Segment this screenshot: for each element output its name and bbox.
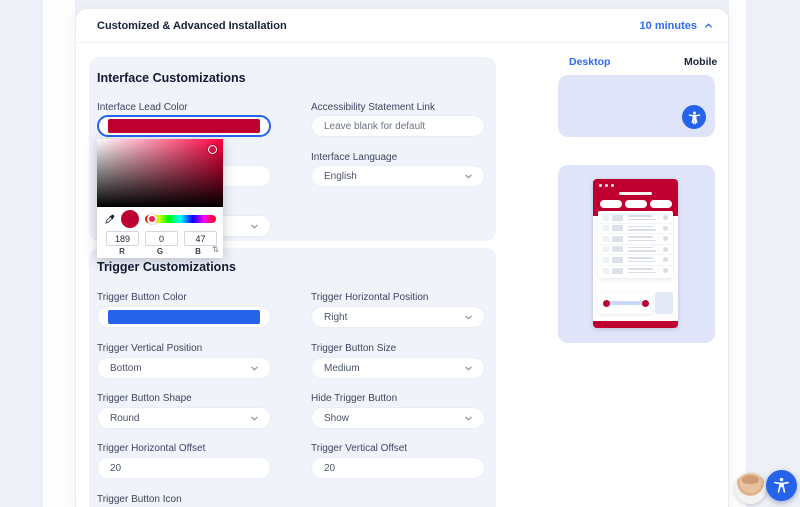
accessibility-icon [774,477,789,493]
hide-trigger-button-select[interactable]: Show [311,407,485,429]
trigger-button-shape-label: Trigger Button Shape [97,393,192,404]
trigger-color-swatch [108,310,260,324]
saturation-handle[interactable] [208,145,217,154]
trigger-vertical-position-label: Trigger Vertical Position [97,343,203,354]
current-color-preview [121,210,139,228]
trigger-button-shape-select[interactable]: Round [97,407,271,429]
statement-link-field [311,115,485,137]
trigger-button-size-label: Trigger Button Size [311,343,397,354]
rgb-g-label: G [156,247,164,256]
interface-lead-color-input[interactable] [97,115,271,137]
trigger-button-color-label: Trigger Button Color [97,292,187,303]
eyedropper-icon[interactable] [104,214,115,225]
interface-language-value: English [324,170,357,182]
hide-trigger-button-label: Hide Trigger Button [311,393,398,404]
card-title: Customized & Advanced Installation [97,19,287,32]
trigger-vertical-offset-field [311,457,485,479]
section-title: Trigger Customizations [97,260,236,274]
mobile-preview [558,165,715,343]
chevron-down-icon [465,315,472,320]
rgb-b-label: B [195,247,201,256]
chevron-down-icon [251,224,258,229]
lead-color-swatch [108,119,260,133]
trigger-horizontal-offset-input[interactable] [110,462,258,474]
collapse-toggle[interactable]: 10 minutes [640,20,712,32]
page-gutter-right [729,0,746,507]
rgb-b-input[interactable] [184,231,217,246]
trigger-button-icon-label: Trigger Button Icon [97,494,182,505]
tab-mobile[interactable]: Mobile [684,56,718,68]
chevron-down-icon [251,366,258,371]
mockup-option-list [598,211,673,278]
card-header: Customized & Advanced Installation 10 mi… [76,9,728,43]
interface-language-label: Interface Language [311,152,398,163]
trigger-customizations-section: Trigger Customizations Trigger Button Co… [89,248,496,507]
rgb-r-label: R [119,247,125,256]
trigger-horizontal-position-select[interactable]: Right [311,306,485,328]
chevron-down-icon [465,366,472,371]
duration-label: 10 minutes [639,19,697,32]
trigger-button-size-select[interactable]: Medium [311,357,485,379]
hue-handle[interactable] [147,214,157,224]
mockup-buttons [600,200,672,208]
widget-mockup [593,179,678,328]
trigger-button-color-input[interactable] [97,306,271,328]
trigger-horizontal-offset-label: Trigger Horizontal Offset [97,443,206,454]
hue-slider[interactable] [145,214,216,224]
trigger-horizontal-offset-field [97,457,271,479]
chevron-down-icon [465,416,472,421]
chevron-down-icon [251,416,258,421]
mockup-footer [593,321,678,328]
preview-accessibility-button [682,105,706,129]
accessibility-widget-button[interactable] [766,470,797,501]
color-picker-popover: R G B ⇅ [97,139,223,258]
saturation-area[interactable] [97,139,223,207]
rgb-g-input[interactable] [145,231,178,246]
trigger-vertical-offset-label: Trigger Vertical Offset [311,443,408,454]
mockup-window-dots [599,184,614,187]
accessibility-icon [688,111,700,124]
tab-desktop[interactable]: Desktop [569,56,611,68]
mockup-slider-row [598,292,673,314]
trigger-vertical-position-select[interactable]: Bottom [97,357,271,379]
format-toggle-icon[interactable]: ⇅ [212,245,219,254]
installation-card: Customized & Advanced Installation 10 mi… [75,8,729,507]
interface-language-select[interactable]: English [311,165,485,187]
page-gutter-left [43,0,75,507]
chevron-up-icon [705,23,712,28]
chevron-down-icon [465,174,472,179]
trigger-horizontal-position-label: Trigger Horizontal Position [311,292,429,303]
rgb-r-input[interactable] [106,231,139,246]
section-title: Interface Customizations [97,71,246,85]
trigger-vertical-offset-input[interactable] [324,462,472,474]
user-avatar[interactable] [735,473,766,504]
statement-link-label: Accessibility Statement Link [311,102,435,113]
interface-lead-color-label: Interface Lead Color [97,102,188,113]
statement-link-input[interactable] [324,120,472,132]
mockup-header [593,179,678,216]
desktop-preview [558,75,715,137]
